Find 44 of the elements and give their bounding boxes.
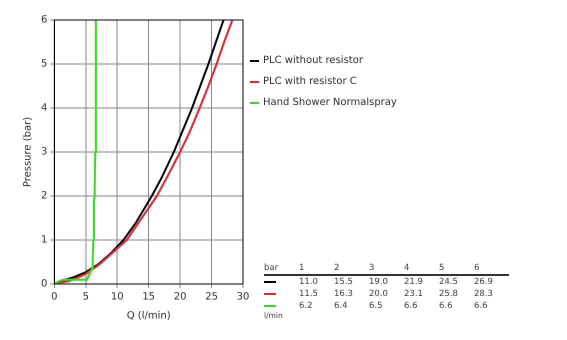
text: 26.9 [474, 276, 494, 288]
text: 11.5 [299, 288, 319, 300]
text: 24.5 [439, 276, 459, 288]
text: 16.3 [334, 288, 354, 300]
legend-label: PLC without resistor [263, 55, 363, 66]
text: 11.0 [299, 276, 319, 288]
x-tick-label: 0 [51, 292, 58, 303]
text: 21.9 [404, 276, 424, 288]
y-tick-label: 5 [40, 58, 48, 70]
text: 6.5 [369, 300, 384, 312]
x-tick-label: 10 [110, 292, 124, 303]
text: bar [264, 262, 299, 275]
text: 25.8 [439, 288, 459, 300]
text: 6.4 [334, 300, 349, 312]
y-tick-label: 6 [40, 14, 48, 26]
x-tick-label: 30 [236, 292, 250, 303]
text: 23.1 [404, 288, 424, 300]
y-tick-label: 3 [40, 146, 48, 158]
text: 4 [404, 262, 439, 275]
x-tick-label: 25 [205, 292, 218, 303]
text: 6.2 [299, 300, 314, 312]
text: 2 [334, 262, 369, 275]
text: 20.0 [369, 288, 389, 300]
text: 19.0 [369, 276, 389, 288]
y-tick-label: 1 [40, 234, 48, 246]
text: 1 [299, 262, 334, 275]
y-axis-title: Pressure (bar) [22, 116, 34, 188]
text: 15.5 [334, 276, 354, 288]
legend-label: Hand Shower Normalspray [263, 97, 397, 108]
x-tick-label: 15 [142, 292, 156, 303]
text: 6.6 [404, 300, 419, 312]
text: 5 [439, 262, 474, 275]
text: 6.6 [439, 300, 454, 312]
x-tick-label: 20 [174, 292, 186, 303]
text: 6.6 [474, 300, 489, 312]
text: 3 [369, 262, 404, 275]
y-tick-label: 2 [40, 190, 48, 202]
x-axis-title: Q (l/min) [126, 310, 171, 322]
x-tick-label: 5 [82, 292, 89, 303]
legend-label: PLC with resistor C [263, 76, 357, 87]
text: 28.3 [474, 288, 494, 300]
text: 6 [474, 262, 509, 275]
y-tick-label: 0 [40, 278, 48, 290]
y-tick-label: 4 [40, 102, 48, 114]
